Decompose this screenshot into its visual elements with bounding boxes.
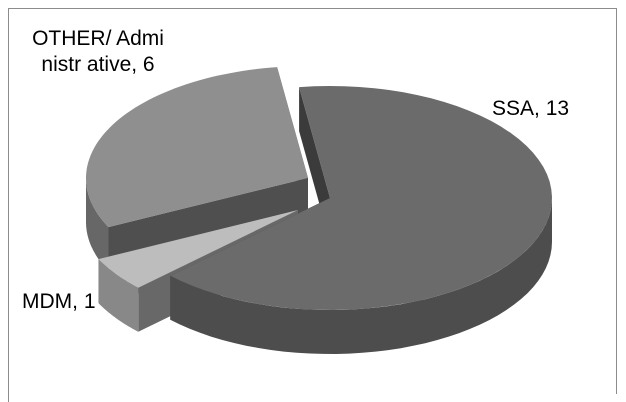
pie-slice-ssa	[170, 86, 553, 354]
chart-border-left	[8, 8, 9, 402]
slice-top	[98, 210, 298, 288]
data-label-mdm: MDM, 1	[22, 290, 96, 313]
slice-rim	[98, 259, 139, 332]
slice-rim	[86, 178, 109, 272]
slice-top	[86, 67, 308, 228]
slice-top	[170, 86, 553, 310]
data-label-ssa: SSA, 13	[492, 97, 570, 120]
chart-border-top	[8, 8, 617, 9]
data-label-other-administrative: OTHER/ Administr ative, 6	[32, 27, 164, 76]
slice-rim	[170, 198, 553, 354]
chart-border-right	[616, 8, 617, 394]
